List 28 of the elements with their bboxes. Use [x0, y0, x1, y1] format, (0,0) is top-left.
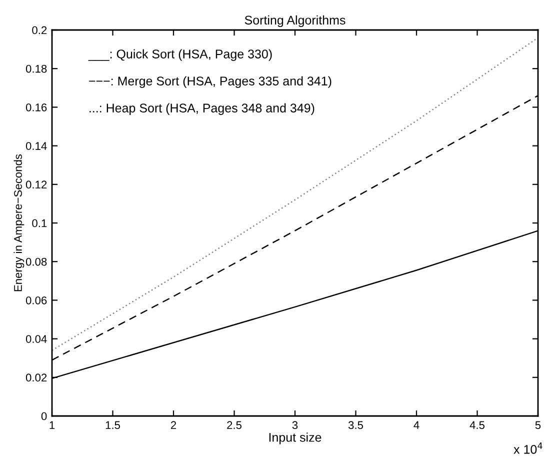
- x-tick-label: 3: [292, 421, 298, 430]
- line-series: [52, 37, 538, 352]
- text: x 10$^{4}$: [514, 442, 542, 454]
- x-tick-label: 1.5: [106, 421, 120, 430]
- chart-title: Sorting Algorithms: [244, 15, 346, 28]
- y-tick-label: 0.06: [26, 296, 47, 304]
- y-tick-label: 0.1: [32, 219, 47, 228]
- y-axis-title: Energy in Ampere−Seconds: [14, 154, 24, 292]
- y-tick-label: 0.12: [26, 180, 47, 189]
- y-tick-label: 0.04: [26, 335, 47, 343]
- x-tick-label: 1: [50, 421, 55, 429]
- x-tick-label: 2: [170, 421, 176, 429]
- x-tick-label: 5: [535, 421, 541, 430]
- y-tick-label: 0: [41, 412, 47, 420]
- y-tick-label: 0.16: [26, 103, 47, 112]
- annotation: ___: Quick Sort (HSA, Page 330): [88, 49, 272, 61]
- y-tick-label: 0.02: [26, 374, 47, 382]
- x-tick-label: 4.5: [470, 421, 485, 430]
- annotation: −−−: Merge Sort (HSA, Pages 335 and 341): [89, 76, 332, 88]
- x-tick-label: 3.5: [348, 421, 364, 430]
- y-tick-label: 0.14: [26, 142, 47, 150]
- y-tick-label: 0.2: [32, 26, 47, 34]
- x-axis-title: Input size: [269, 432, 322, 444]
- y-tick-label: 0.18: [26, 64, 47, 73]
- y-tick-label: 0.08: [26, 258, 47, 266]
- x-tick-label: 4: [414, 421, 420, 429]
- x-tick-label: 2.5: [227, 421, 242, 430]
- annotation: ...: Heap Sort (HSA, Pages 348 and 349): [90, 103, 314, 115]
